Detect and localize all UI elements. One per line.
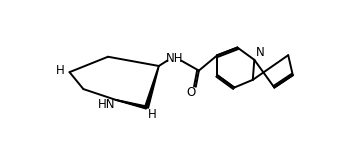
Text: N: N: [256, 46, 265, 59]
Text: HN: HN: [98, 98, 115, 111]
Polygon shape: [116, 100, 147, 109]
Text: H: H: [56, 64, 65, 77]
Text: O: O: [187, 86, 196, 99]
Text: NH: NH: [165, 52, 183, 65]
Polygon shape: [145, 66, 159, 108]
Text: H: H: [148, 108, 157, 121]
